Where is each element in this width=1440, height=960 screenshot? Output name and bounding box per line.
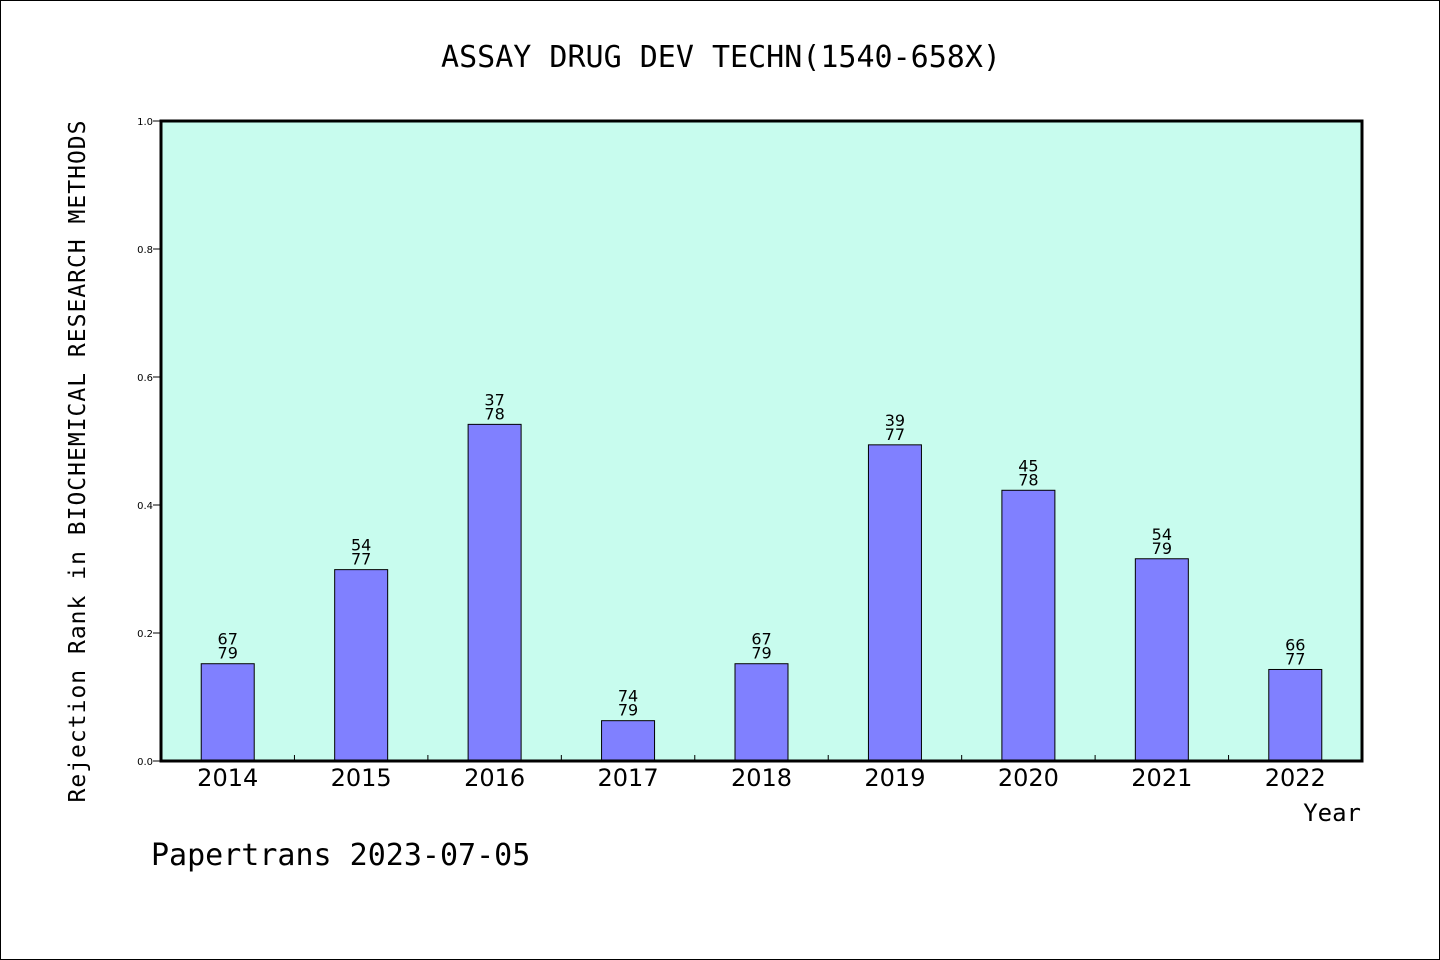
x-tick-label: 2016 (464, 764, 525, 792)
chart-title: ASSAY DRUG DEV TECHN(1540-658X) (441, 40, 1001, 75)
ticks-group: 0.0 0.2 0.4 0.6 0.8 1.0 2014 2015 2016 2017 2018 20… (137, 117, 1326, 792)
x-axis-label: Year (1303, 799, 1361, 827)
footer-text: Papertrans 2023-07-05 (151, 838, 530, 873)
bar-label-total: 78 (1018, 470, 1038, 489)
y-tick-label: 0.0 (137, 757, 153, 768)
y-tick-label: 1.0 (137, 117, 153, 128)
bar-label-rank: 54 (1152, 525, 1172, 544)
bar-label-rank: 37 (484, 390, 504, 409)
bar-2016 (467, 423, 522, 762)
bar-label-rank: 54 (351, 536, 371, 555)
bar-label-rank: 39 (885, 411, 905, 430)
bar-2021 (1134, 558, 1189, 762)
bar-label-rank: 66 (1285, 635, 1305, 654)
bar-label-total: 79 (218, 644, 238, 663)
y-tick-label: 0.8 (137, 245, 153, 256)
bar-2020 (1001, 489, 1056, 762)
x-tick-label: 2021 (1131, 764, 1192, 792)
x-tick-label: 2018 (731, 764, 792, 792)
bar-label-rank: 45 (1018, 456, 1038, 475)
bar-label-total: 77 (1285, 649, 1305, 668)
bar-label-total: 77 (351, 550, 371, 569)
x-tick-label: 2022 (1265, 764, 1326, 792)
bar-label-total: 79 (618, 701, 638, 720)
bar-2019 (867, 444, 922, 762)
plot-border (159, 119, 1364, 763)
bar-label-rank: 67 (218, 630, 238, 649)
bar-2018 (734, 663, 789, 762)
x-tick-label: 2020 (998, 764, 1059, 792)
y-axis-label: Rejection Rank in BIOCHEMICAL RESEARCH M… (65, 120, 91, 803)
bar-2014 (200, 663, 255, 762)
x-tick-label: 2014 (197, 764, 258, 792)
bar-label-total: 78 (484, 404, 504, 423)
x-tick-label: 2019 (864, 764, 925, 792)
y-tick-label: 0.6 (137, 373, 153, 384)
y-tick-label: 0.4 (137, 501, 153, 512)
bar-label-total: 79 (751, 644, 771, 663)
x-tick-label: 2015 (331, 764, 392, 792)
bar-label-rank: 67 (751, 630, 771, 649)
bar-2022 (1268, 668, 1323, 762)
x-tick-label: 2017 (598, 764, 659, 792)
bar-2017 (601, 720, 656, 762)
bar-label-rank: 74 (618, 687, 638, 706)
bar-2015 (334, 569, 389, 762)
bar-label-total: 79 (1152, 539, 1172, 558)
bar-label-total: 77 (885, 425, 905, 444)
y-tick-label: 0.2 (137, 629, 153, 640)
